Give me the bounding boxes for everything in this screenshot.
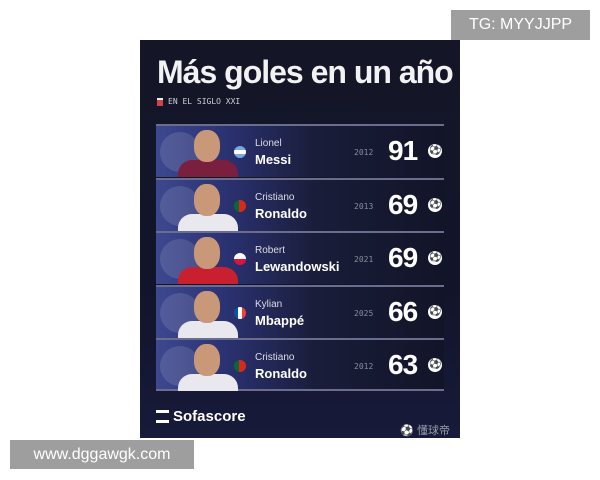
last-name: Ronaldo xyxy=(255,366,307,381)
brand-name: Sofascore xyxy=(173,408,246,425)
player-kit xyxy=(178,267,238,284)
last-name: Ronaldo xyxy=(255,205,307,221)
goals: 66 xyxy=(388,295,418,327)
goals: 91 xyxy=(388,135,418,166)
player-head xyxy=(194,290,220,323)
player-row: Cristiano Ronaldo 2012 63 ⚽ xyxy=(156,338,444,391)
player-photo xyxy=(156,340,241,391)
portugal-flag-icon xyxy=(234,199,246,212)
year: 2012 xyxy=(354,362,374,371)
player-row: Kylian Mbappé 2025 66 ⚽ xyxy=(156,284,444,338)
subtitle-text: EN EL SIGLO XXI xyxy=(168,97,241,106)
first-name: Robert xyxy=(255,245,286,256)
argentina-flag-icon xyxy=(234,146,246,158)
subtitle: EN EL SIGLO XXI xyxy=(157,97,240,106)
soccer-ball-icon: ⚽ xyxy=(428,358,442,372)
first-name: Kylian xyxy=(255,298,283,310)
tg-label: TG: MYYJJPP xyxy=(451,10,590,40)
player-head xyxy=(194,130,220,162)
poland-flag-icon xyxy=(234,253,246,265)
goals: 63 xyxy=(388,349,418,380)
soccer-ball-icon: ⚽ xyxy=(428,144,442,158)
player-row: Lionel Messi 2012 91 ⚽ xyxy=(156,124,444,177)
player-head xyxy=(194,237,220,269)
first-name: Cristiano xyxy=(255,191,295,203)
year: 2021 xyxy=(354,255,374,264)
year: 2012 xyxy=(354,148,374,157)
france-flag-icon xyxy=(234,306,246,319)
website-label: www.dggawgk.com xyxy=(10,440,194,469)
soccer-ball-icon: ⚽ xyxy=(428,304,442,319)
player-row: Cristiano Ronaldo 2013 69 ⚽ xyxy=(156,177,444,231)
last-name: Messi xyxy=(255,152,292,167)
portugal-flag-icon xyxy=(234,360,246,372)
sofascore-logo-icon xyxy=(156,410,169,423)
player-photo xyxy=(156,126,241,177)
goals: 69 xyxy=(388,242,418,273)
goals: 69 xyxy=(388,188,418,220)
player-photo xyxy=(156,287,241,338)
soccer-ball-icon: ⚽ xyxy=(428,197,442,212)
player-kit xyxy=(178,160,238,177)
last-name: Mbappé xyxy=(255,312,305,328)
goals-card: Más goles en un año EN EL SIGLO XXI Lion… xyxy=(140,40,460,438)
dongqiudi-watermark: ⚽ 懂球帝 xyxy=(400,425,450,437)
watermark-text: 懂球帝 xyxy=(417,425,450,437)
sofascore-logo: Sofascore xyxy=(156,408,246,425)
first-name: Cristiano xyxy=(255,352,295,363)
first-name: Lionel xyxy=(255,138,282,149)
player-kit xyxy=(178,374,238,391)
soccer-ball-icon: ⚽ xyxy=(428,251,442,265)
page-title: Más goles en un año xyxy=(157,54,454,90)
year: 2013 xyxy=(354,201,374,211)
player-kit xyxy=(178,213,238,231)
player-photo xyxy=(156,180,241,231)
player-head xyxy=(194,183,220,216)
last-name: Lewandowski xyxy=(255,259,340,274)
player-row: Robert Lewandowski 2021 69 ⚽ xyxy=(156,231,444,284)
year: 2025 xyxy=(354,308,374,318)
player-kit xyxy=(178,320,238,338)
calendar-icon xyxy=(157,97,163,106)
player-photo xyxy=(156,233,241,284)
player-head xyxy=(194,344,220,376)
